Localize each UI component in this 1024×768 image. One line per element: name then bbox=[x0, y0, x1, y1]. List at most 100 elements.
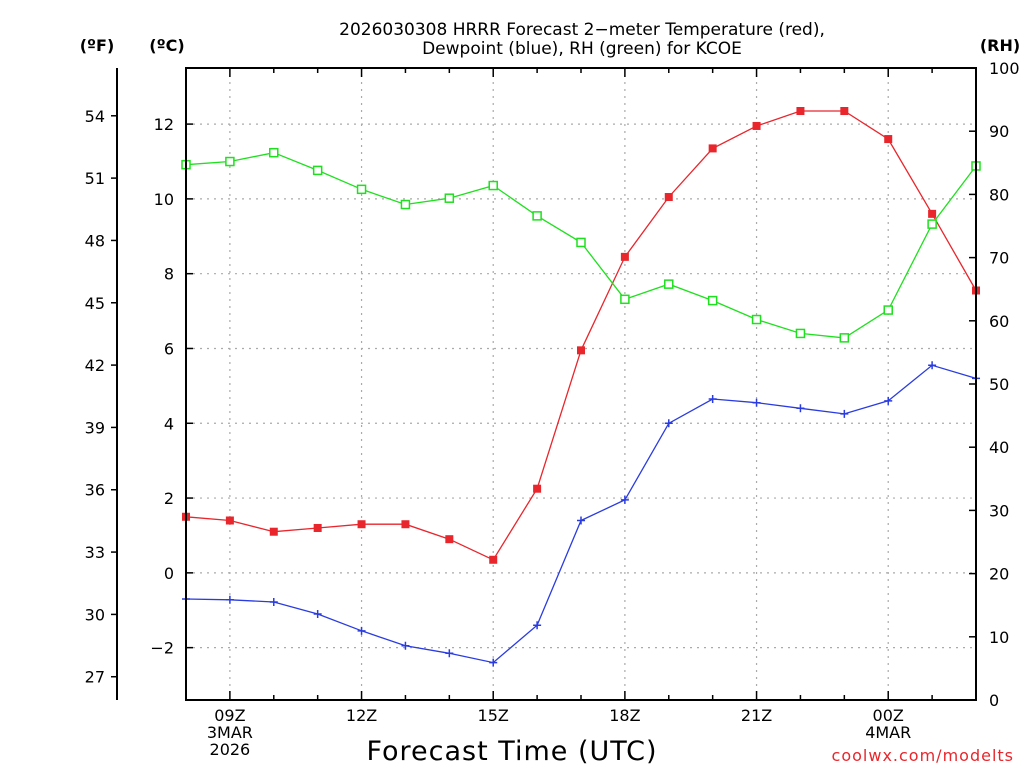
dewpoint-point bbox=[489, 658, 498, 667]
rh-point bbox=[751, 314, 762, 325]
plot-frame bbox=[185, 67, 977, 701]
rh-point bbox=[356, 184, 367, 195]
rh-tick-label: 30 bbox=[989, 501, 1009, 520]
temperature-point bbox=[928, 209, 937, 218]
rh-point bbox=[444, 193, 455, 203]
rh-tick-label: 40 bbox=[989, 438, 1009, 457]
dewpoint-point bbox=[357, 626, 366, 635]
axes-layer: −2 0 2 4 6 8 10 12 27 30 33 36 39 42 45 48 51 54 0 10 20 30 40… bbox=[85, 59, 1020, 759]
x-tick-label: 18Z bbox=[609, 706, 640, 725]
dewpoint-point bbox=[752, 398, 761, 407]
dewpoint-point bbox=[577, 516, 585, 525]
temperature-point bbox=[357, 520, 366, 529]
dewpoint-point bbox=[269, 598, 278, 607]
temperature-point bbox=[225, 516, 234, 525]
temperature-point bbox=[445, 535, 454, 544]
celsius-unit-label: (ºC) bbox=[149, 36, 184, 55]
x-tick-label: 3MAR bbox=[207, 723, 253, 742]
celsius-tick-label: 8 bbox=[164, 265, 174, 284]
fahrenheit-tick-label: 27 bbox=[85, 668, 105, 687]
celsius-tick-label: 2 bbox=[164, 489, 174, 508]
temperature-point bbox=[489, 555, 498, 564]
fahrenheit-tick-label: 36 bbox=[85, 481, 105, 500]
rh-tick-label: 60 bbox=[989, 312, 1009, 331]
fahrenheit-tick-label: 45 bbox=[85, 294, 105, 313]
rh-point bbox=[927, 219, 937, 229]
rh-point bbox=[269, 147, 279, 158]
x-tick-label: 09Z bbox=[214, 706, 245, 725]
rh-tick-label: 10 bbox=[989, 628, 1009, 647]
rh-point bbox=[312, 165, 323, 176]
rh-point bbox=[532, 211, 542, 221]
rh-tick-label: 20 bbox=[989, 565, 1009, 584]
fahrenheit-tick-label: 51 bbox=[85, 169, 105, 188]
celsius-tick-label: −2 bbox=[150, 639, 174, 658]
temperature-point bbox=[533, 484, 542, 493]
dewpoint-point bbox=[796, 404, 805, 413]
rh-point bbox=[620, 294, 630, 305]
temperature-point bbox=[840, 107, 849, 116]
celsius-tick-label: 4 bbox=[164, 414, 174, 433]
temperature-point bbox=[708, 144, 717, 153]
rh-point bbox=[488, 180, 498, 191]
celsius-tick-label: 6 bbox=[164, 339, 174, 358]
temperature-point bbox=[577, 346, 585, 355]
rh-point bbox=[225, 156, 235, 167]
x-tick-label: 2026 bbox=[210, 740, 251, 759]
dewpoint-point bbox=[533, 621, 542, 630]
temperature-line bbox=[185, 110, 977, 561]
fahrenheit-tick-label: 42 bbox=[85, 356, 105, 375]
x-tick-label: 21Z bbox=[741, 706, 772, 725]
temperature-point bbox=[620, 252, 629, 261]
rh-tick-label: 50 bbox=[989, 375, 1009, 394]
fahrenheit-tick-label: 54 bbox=[85, 107, 105, 126]
dewpoint-point bbox=[928, 361, 937, 370]
fahrenheit-tick-label: 48 bbox=[85, 231, 105, 250]
credit-label: coolwx.com/modelts bbox=[832, 746, 1014, 765]
fahrenheit-tick-label: 33 bbox=[85, 543, 105, 562]
rh-point bbox=[839, 333, 850, 343]
temperature-point bbox=[884, 135, 893, 144]
celsius-tick-label: 10 bbox=[154, 190, 174, 209]
rh-tick-label: 100 bbox=[989, 59, 1020, 78]
fahrenheit-tick-label: 30 bbox=[85, 605, 105, 624]
dewpoint-point bbox=[445, 649, 454, 658]
rh-point bbox=[400, 199, 411, 210]
rh-unit-label: (RH) bbox=[980, 36, 1020, 55]
temperature-point bbox=[752, 121, 761, 130]
dewpoint-point bbox=[664, 419, 673, 428]
rh-point bbox=[883, 305, 893, 315]
celsius-tick-label: 12 bbox=[154, 115, 174, 134]
temperature-point bbox=[664, 193, 673, 202]
x-axis-label: Forecast Time (UTC) bbox=[366, 736, 657, 767]
dewpoint-point bbox=[620, 495, 629, 504]
rh-tick-label: 90 bbox=[989, 122, 1009, 141]
rh-tick-label: 80 bbox=[989, 185, 1009, 204]
grid-lines bbox=[186, 68, 976, 700]
dewpoint-point bbox=[225, 595, 234, 604]
celsius-tick-label: 0 bbox=[164, 564, 174, 583]
rh-point bbox=[795, 328, 806, 339]
fahrenheit-tick-label: 39 bbox=[85, 418, 105, 437]
rh-point bbox=[576, 237, 586, 248]
x-tick-label: 4MAR bbox=[865, 723, 911, 742]
rh-point bbox=[707, 295, 718, 306]
temperature-point bbox=[269, 527, 278, 536]
rh-point bbox=[664, 279, 674, 289]
dewpoint-point bbox=[401, 641, 410, 650]
temperature-point bbox=[796, 107, 805, 116]
x-tick-label: 15Z bbox=[478, 706, 509, 725]
chart-title: 2026030308 HRRR Forecast 2−meter Tempera… bbox=[339, 20, 825, 40]
fahrenheit-unit-label: (ºF) bbox=[80, 36, 115, 55]
dewpoint-point bbox=[840, 409, 849, 418]
dewpoint-point bbox=[708, 394, 717, 403]
rh-tick-label: 70 bbox=[989, 249, 1009, 268]
dewpoint-point bbox=[884, 396, 893, 405]
temperature-point bbox=[401, 520, 410, 529]
dewpoint-point bbox=[313, 609, 322, 618]
dewpoint-line bbox=[185, 364, 977, 664]
temperature-point bbox=[313, 523, 322, 532]
x-tick-label: 00Z bbox=[873, 706, 904, 725]
series-layer bbox=[181, 107, 981, 667]
